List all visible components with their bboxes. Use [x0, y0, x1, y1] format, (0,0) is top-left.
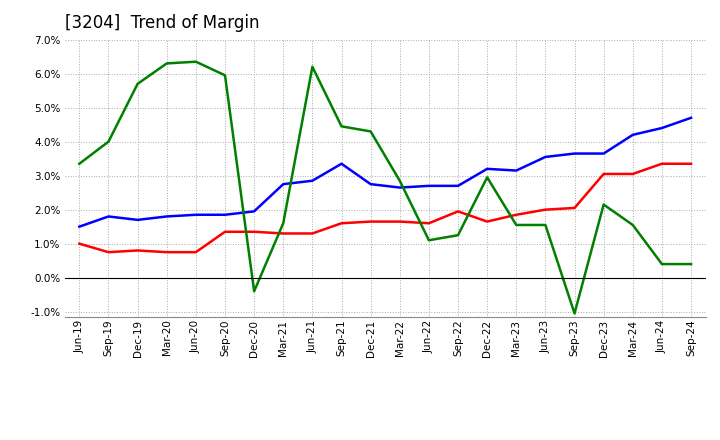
Line: Net Income: Net Income	[79, 164, 691, 252]
Ordinary Income	[250, 209, 258, 214]
Net Income	[279, 231, 287, 236]
Operating Cashflow	[687, 261, 696, 267]
Net Income	[395, 219, 404, 224]
Net Income	[220, 229, 229, 235]
Line: Operating Cashflow: Operating Cashflow	[79, 62, 691, 313]
Net Income	[541, 207, 550, 213]
Ordinary Income	[599, 151, 608, 156]
Net Income	[687, 161, 696, 166]
Net Income	[104, 249, 113, 255]
Operating Cashflow	[104, 139, 113, 144]
Operating Cashflow	[133, 81, 142, 86]
Operating Cashflow	[308, 64, 317, 70]
Ordinary Income	[133, 217, 142, 223]
Ordinary Income	[163, 214, 171, 219]
Ordinary Income	[75, 224, 84, 229]
Operating Cashflow	[220, 73, 229, 78]
Net Income	[250, 229, 258, 235]
Operating Cashflow	[395, 178, 404, 183]
Operating Cashflow	[75, 161, 84, 166]
Ordinary Income	[541, 154, 550, 160]
Operating Cashflow	[250, 289, 258, 294]
Ordinary Income	[395, 185, 404, 190]
Ordinary Income	[629, 132, 637, 137]
Operating Cashflow	[337, 124, 346, 129]
Operating Cashflow	[541, 222, 550, 227]
Operating Cashflow	[425, 238, 433, 243]
Ordinary Income	[192, 212, 200, 217]
Operating Cashflow	[629, 222, 637, 227]
Operating Cashflow	[483, 175, 492, 180]
Net Income	[454, 209, 462, 214]
Operating Cashflow	[279, 220, 287, 226]
Ordinary Income	[454, 183, 462, 188]
Ordinary Income	[104, 214, 113, 219]
Operating Cashflow	[657, 261, 666, 267]
Operating Cashflow	[192, 59, 200, 64]
Ordinary Income	[337, 161, 346, 166]
Ordinary Income	[657, 125, 666, 131]
Operating Cashflow	[454, 232, 462, 238]
Net Income	[192, 249, 200, 255]
Ordinary Income	[366, 182, 375, 187]
Ordinary Income	[308, 178, 317, 183]
Ordinary Income	[687, 115, 696, 121]
Operating Cashflow	[599, 202, 608, 207]
Operating Cashflow	[366, 129, 375, 134]
Ordinary Income	[483, 166, 492, 172]
Net Income	[570, 205, 579, 211]
Ordinary Income	[425, 183, 433, 188]
Net Income	[163, 249, 171, 255]
Net Income	[512, 212, 521, 217]
Ordinary Income	[279, 182, 287, 187]
Net Income	[599, 171, 608, 176]
Net Income	[366, 219, 375, 224]
Operating Cashflow	[163, 61, 171, 66]
Line: Ordinary Income: Ordinary Income	[79, 118, 691, 227]
Ordinary Income	[512, 168, 521, 173]
Operating Cashflow	[570, 311, 579, 316]
Net Income	[75, 241, 84, 246]
Text: [3204]  Trend of Margin: [3204] Trend of Margin	[65, 15, 259, 33]
Net Income	[657, 161, 666, 166]
Ordinary Income	[220, 212, 229, 217]
Net Income	[308, 231, 317, 236]
Ordinary Income	[570, 151, 579, 156]
Net Income	[483, 219, 492, 224]
Operating Cashflow	[512, 222, 521, 227]
Net Income	[629, 171, 637, 176]
Net Income	[133, 248, 142, 253]
Net Income	[425, 220, 433, 226]
Net Income	[337, 220, 346, 226]
